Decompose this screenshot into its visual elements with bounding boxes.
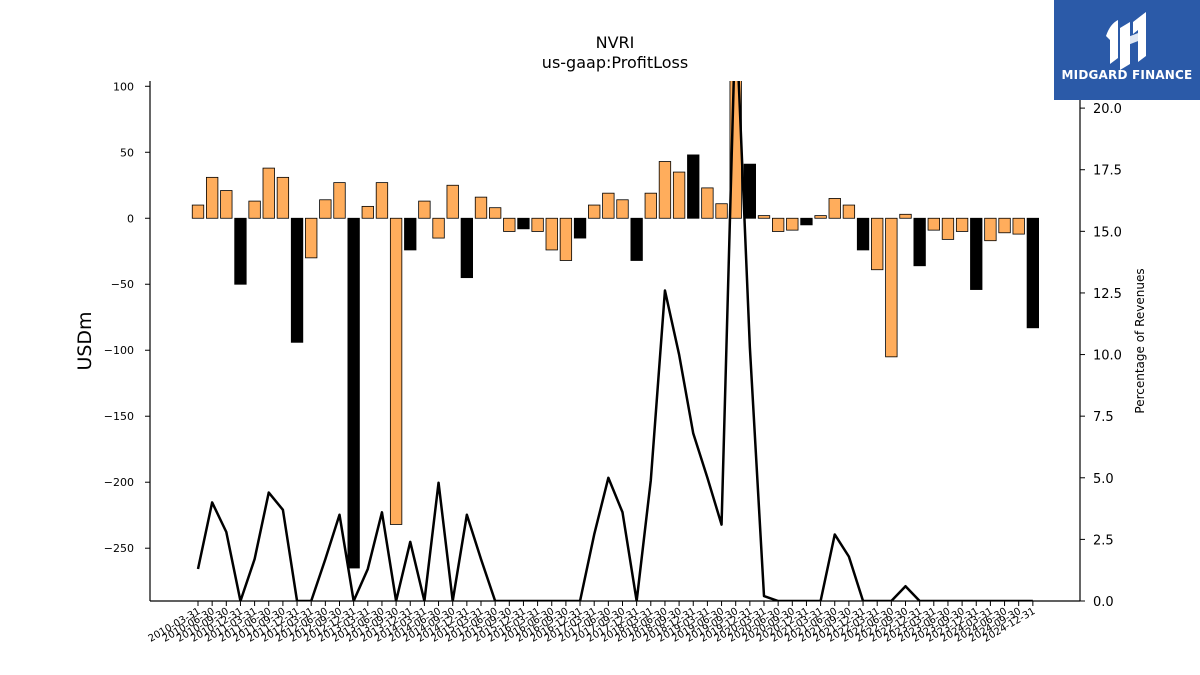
bar [757,215,771,219]
bar [927,217,940,231]
y2-axis-label: Percentage of Revenues [1133,268,1147,413]
brand-logo: MIDGARD FINANCE [1054,0,1200,100]
bar [446,184,459,219]
midgard-logo-icon [1106,12,1146,70]
y-tick-label: 100 [113,80,134,93]
bar [191,204,205,219]
y2-tick-label: 10.0 [1093,349,1122,364]
bar [545,217,558,251]
y2-tick-label: 2.5 [1093,533,1114,548]
bar [361,205,374,219]
bar [772,217,785,232]
plot-area: 100 50 0 −50 −100 −150 −200 −250 0.0 2.5 5.0 7.5 10.… [104,80,1122,644]
bar [701,187,714,219]
y-tick-label: −150 [104,410,134,423]
bar [488,207,502,219]
bar [375,182,389,219]
bar [913,217,926,267]
y-tick-label: −200 [104,476,134,489]
y2-tick-label: 15.0 [1093,225,1122,240]
percentage-line [196,81,1033,601]
bar [389,217,403,525]
bar [899,213,912,219]
bar [743,163,756,219]
y2-tick-label: 20.0 [1093,102,1122,117]
bar [984,217,997,242]
bar [871,217,884,271]
bar [262,167,275,219]
bar [290,217,304,343]
bar [517,217,530,230]
bar [687,154,700,219]
y-tick-label: −50 [111,278,134,291]
y-tick-label: −100 [104,344,134,357]
bar [347,217,360,569]
bar [885,217,898,358]
bar [276,176,290,219]
bar [234,217,247,285]
y-tick-label: 0 [127,212,134,225]
bar [1012,217,1025,235]
bar [220,190,233,219]
bar [672,171,686,219]
chart-title: NVRI [596,33,635,52]
bar [404,217,417,251]
bar [616,199,629,219]
bar [970,217,983,290]
y2-tick-label: 5.0 [1093,472,1114,487]
bar [644,192,657,219]
y-tick-label: −250 [104,542,134,555]
bar [573,217,587,239]
bar [205,176,219,219]
bar [800,217,813,226]
y2-tick-label: 7.5 [1093,410,1114,425]
y2-tick-label: 17.5 [1093,164,1122,179]
bar [559,217,573,261]
bar [842,204,856,219]
bar [814,215,827,219]
bar [474,196,488,219]
y-axis-label: USDm [74,311,96,370]
bar [715,203,728,219]
bar [319,199,332,219]
bar [248,200,261,219]
bar [432,217,445,239]
bar [955,217,969,232]
bar [333,182,346,219]
bar [786,217,799,231]
bar [828,198,841,219]
bar [305,217,318,259]
bar [998,217,1011,234]
bar [418,200,431,219]
bar [602,192,615,219]
y2-tick-label: 0.0 [1093,595,1114,610]
logo-text: MIDGARD FINANCE [1061,68,1193,82]
bar [856,217,870,251]
bar [460,217,474,279]
bar [588,204,601,219]
bar [658,161,672,219]
y-tick-label: 50 [120,146,134,159]
y2-tick-label: 12.5 [1093,287,1122,302]
bar [630,217,643,261]
bar [941,217,955,240]
bar [503,217,516,232]
bar [1026,217,1039,329]
chart-subtitle: us-gaap:ProfitLoss [542,53,688,72]
bar [531,217,544,232]
